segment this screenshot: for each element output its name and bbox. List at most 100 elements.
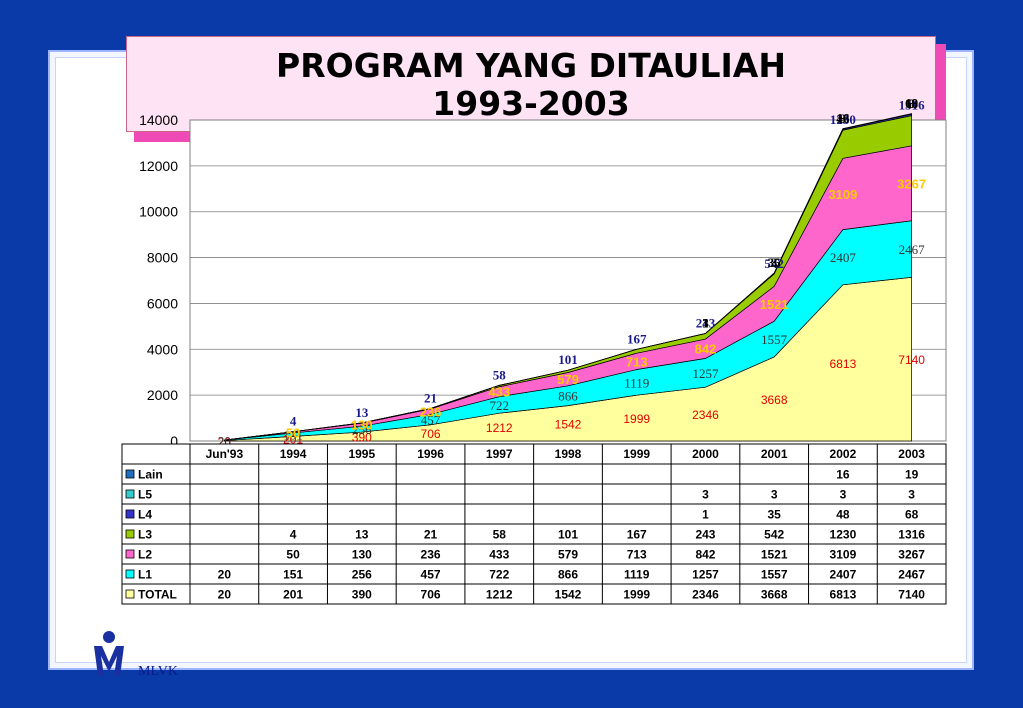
table-cell: 457 [421, 568, 441, 582]
x-tick-label: 1998 [555, 447, 582, 461]
table-cell: 19 [905, 468, 919, 482]
data-label-l2: 236 [420, 405, 442, 420]
table-cell: 1212 [486, 588, 513, 602]
table-cell: 3109 [830, 548, 857, 562]
data-label-total: 1999 [623, 412, 650, 426]
table-cell: 3668 [761, 588, 788, 602]
data-label-l4: 1 [702, 315, 709, 330]
table-cell: 1 [702, 508, 709, 522]
y-tick-label: 8000 [147, 250, 178, 266]
x-tick-label: 1997 [486, 447, 513, 461]
data-label-l2: 579 [557, 372, 579, 387]
data-label-l2: 713 [626, 354, 648, 369]
y-tick-label: 12000 [139, 158, 178, 174]
legend-swatch-l1 [125, 569, 135, 579]
data-label-lain: 19 [905, 96, 919, 111]
data-label-l2: 3267 [897, 176, 926, 191]
table-cell: 20 [218, 588, 232, 602]
data-label-l1: 457 [421, 413, 441, 428]
table-cell: 433 [489, 548, 509, 562]
table-cell: 2346 [692, 588, 719, 602]
title-box: PROGRAM YANG DITAULIAH 1993-2003 [126, 36, 936, 132]
data-label-l3: 1316 [899, 98, 926, 113]
data-label-l3: 542 [764, 256, 784, 271]
data-label-total: 1542 [555, 417, 582, 431]
data-label-l3: 101 [558, 352, 578, 367]
table-cell: 579 [558, 548, 578, 562]
table-cell: 713 [627, 548, 647, 562]
legend-swatch-total [125, 589, 135, 599]
table-cell: 35 [768, 508, 782, 522]
legend-swatch-l5 [125, 489, 135, 499]
table-cell: 201 [283, 588, 303, 602]
table-cell: 866 [558, 568, 578, 582]
data-label-l3: 243 [696, 316, 716, 331]
data-label-l1: 1119 [624, 375, 649, 390]
data-label-total: 2346 [692, 408, 719, 422]
table-cell: 3 [702, 488, 709, 502]
data-label-l2: 1521 [760, 297, 789, 312]
table-cell: 4 [290, 528, 297, 542]
table-cell: 2407 [830, 568, 857, 582]
legend-swatch-l4 [125, 509, 135, 519]
legend-label-total: TOTAL [138, 588, 177, 602]
table-cell: 1557 [761, 568, 788, 582]
data-label-total: 706 [421, 427, 441, 441]
table-cell: 1230 [830, 528, 857, 542]
data-label-l1: 1257 [692, 366, 719, 381]
y-tick-label: 0 [170, 433, 178, 449]
legend-label-l3: L3 [138, 528, 152, 542]
data-label-l1: 2407 [830, 250, 857, 265]
table-cell: 13 [355, 528, 369, 542]
table-cell: 1999 [623, 588, 650, 602]
table-cell: 101 [558, 528, 578, 542]
data-label-lain: 16 [836, 111, 850, 126]
legend-label-l2: L2 [138, 548, 152, 562]
data-label-total: 6813 [830, 357, 857, 371]
data-label-total: 7140 [898, 353, 925, 367]
table-cell: 68 [905, 508, 919, 522]
data-label-total: 201 [283, 433, 303, 447]
data-label-l3: 58 [493, 367, 507, 382]
data-label-l2: 433 [488, 385, 510, 400]
data-label-total: 3668 [761, 393, 788, 407]
table-cell: 1316 [898, 528, 925, 542]
data-label-l3: 13 [355, 405, 369, 420]
data-label-l2: 130 [351, 418, 373, 433]
y-tick-label: 2000 [147, 387, 178, 403]
x-tick-label: 2001 [761, 447, 788, 461]
y-tick-label: 14000 [139, 112, 178, 128]
y-tick-label: 4000 [147, 341, 178, 357]
data-label-l2: 50 [286, 425, 300, 440]
table-cell: 1119 [624, 568, 650, 582]
legend-label-lain: Lain [138, 468, 163, 482]
data-label-l4: 68 [905, 96, 919, 111]
x-tick-label: 1994 [280, 447, 307, 461]
x-tick-label: 1996 [417, 447, 444, 461]
legend-label-l1: L1 [138, 568, 152, 582]
x-tick-label: 2000 [692, 447, 719, 461]
table-cell: 58 [493, 528, 507, 542]
table-cell: 50 [286, 548, 300, 562]
x-tick-label: Jun'93 [206, 447, 244, 461]
table-cell: 1521 [761, 548, 788, 562]
logo-label: MLVK [138, 664, 178, 679]
data-label-total: 1212 [486, 421, 513, 435]
legend-label-l4: L4 [138, 508, 152, 522]
page-subtitle: 1993-2003 [432, 84, 630, 123]
table-cell: 2467 [898, 568, 925, 582]
table-cell: 16 [836, 468, 850, 482]
data-label-l3: 1230 [830, 112, 856, 127]
legend-swatch-l2 [125, 549, 135, 559]
table-cell: 3267 [898, 548, 925, 562]
table-cell: 20 [218, 568, 232, 582]
page-title: PROGRAM YANG DITAULIAH [276, 46, 786, 85]
data-label-l4: 35 [768, 255, 782, 270]
table-cell: 542 [764, 528, 784, 542]
y-tick-label: 10000 [139, 204, 178, 220]
table-cell: 236 [421, 548, 441, 562]
table-cell: 7140 [898, 588, 925, 602]
table-cell: 842 [695, 548, 715, 562]
table-cell: 1542 [555, 588, 582, 602]
legend-swatch-lain [125, 469, 135, 479]
